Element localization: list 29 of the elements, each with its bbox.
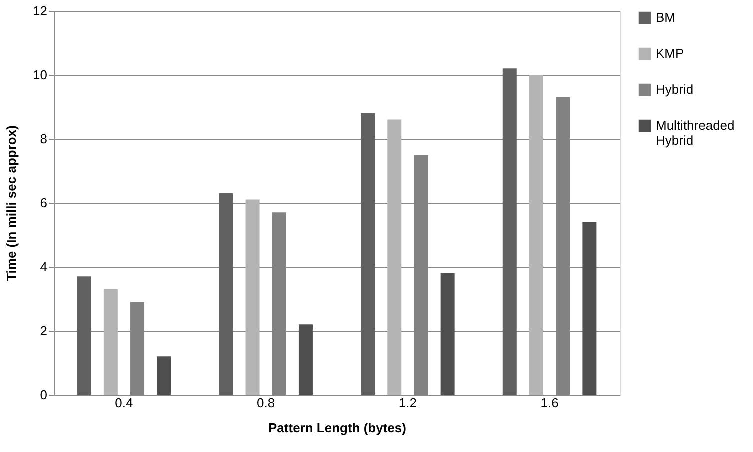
bar	[104, 289, 118, 395]
bar	[529, 75, 544, 395]
x-tick-label: 0.4	[115, 396, 134, 410]
legend-label: BM	[656, 10, 676, 25]
x-tick-label: 1.2	[398, 396, 417, 410]
bar	[440, 273, 455, 395]
y-tick-label: 4	[40, 260, 48, 274]
y-tick-label: 8	[40, 132, 48, 146]
bar	[77, 276, 92, 395]
x-tick-label: 1.6	[540, 396, 559, 410]
bar	[388, 120, 402, 395]
bar	[219, 193, 234, 395]
legend-label: Multithreaded Hybrid	[656, 118, 735, 148]
y-axis-title: Time (In milli sec approx)	[4, 126, 20, 282]
y-tick-label: 10	[33, 68, 48, 82]
bar	[298, 324, 313, 395]
x-tick-label: 0.8	[257, 396, 276, 410]
bar	[157, 356, 172, 395]
y-tick-label: 12	[33, 4, 48, 18]
legend-label: Hybrid	[656, 82, 694, 97]
bar	[361, 113, 376, 395]
y-tick-label: 0	[40, 388, 48, 402]
y-tick-label: 2	[40, 324, 48, 338]
y-tick-label: 6	[40, 196, 48, 210]
bar	[502, 68, 517, 395]
bar	[582, 222, 597, 395]
legend-label: KMP	[656, 46, 684, 61]
x-axis-title: Pattern Length (bytes)	[268, 420, 406, 436]
bar	[246, 200, 260, 395]
